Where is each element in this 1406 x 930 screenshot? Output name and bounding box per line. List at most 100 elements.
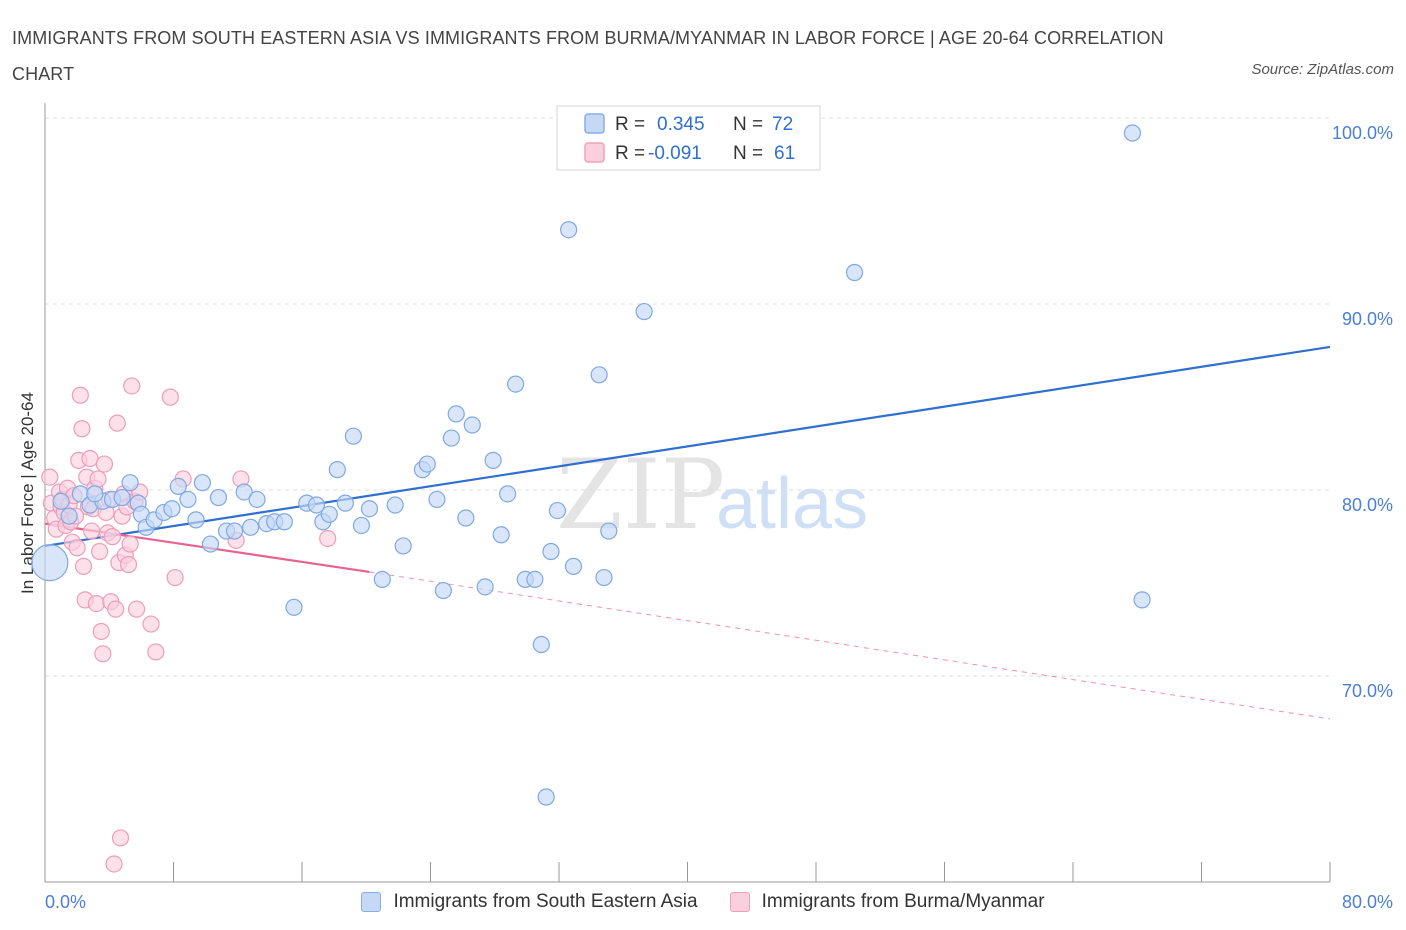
point-sea <box>163 500 181 518</box>
point-sea <box>418 455 436 473</box>
point-sea <box>344 427 362 445</box>
y-tick-label: 100.0% <box>1332 123 1393 143</box>
point-burma <box>74 557 93 575</box>
point-sea <box>526 570 544 589</box>
legend-swatch-burma <box>729 892 750 912</box>
point-sea <box>373 570 391 589</box>
point-sea <box>187 511 205 529</box>
point-burma <box>71 386 89 404</box>
point-sea <box>434 581 452 600</box>
watermark-zip: ZIP <box>556 439 725 551</box>
point-sea <box>447 405 465 423</box>
y-tick-label: 70.0% <box>1342 681 1393 701</box>
point-sea <box>235 483 253 501</box>
point-sea <box>428 490 446 509</box>
grid-lines <box>45 117 1330 677</box>
point-burma <box>103 528 122 546</box>
point-burma <box>319 529 337 548</box>
watermark-atlas: atlas <box>716 464 868 544</box>
source-label: Source: ZipAtlas.com <box>1251 61 1394 78</box>
point-sea <box>86 485 104 503</box>
point-sea <box>845 263 864 282</box>
point-sea <box>386 496 404 514</box>
legend-label-sea: Immigrants from South Eastern Asia <box>393 891 698 912</box>
point-sea <box>1123 124 1142 142</box>
point-sea <box>492 526 510 544</box>
point-sea <box>484 451 502 469</box>
point-sea <box>242 518 260 536</box>
legend-label-burma: Immigrants from Burma/Myanmar <box>761 891 1045 912</box>
point-sea <box>248 490 266 509</box>
chart-title: IMMIGRANTS FROM SOUTH EASTERN ASIA VS IM… <box>12 28 1164 84</box>
point-burma <box>89 470 107 488</box>
trend-line-burma-extended <box>369 571 1331 720</box>
point-sea <box>595 568 613 587</box>
point-burma <box>147 643 165 661</box>
point-sea <box>542 542 560 561</box>
point-sea <box>179 490 197 509</box>
legend-swatch-sea <box>361 892 382 912</box>
point-burma <box>127 600 146 618</box>
point-sea <box>537 788 555 806</box>
point-sea <box>590 366 608 384</box>
point-sea <box>560 221 578 239</box>
point-sea <box>60 507 78 525</box>
point-sea <box>600 522 618 540</box>
point-burma <box>91 542 109 561</box>
point-burma <box>95 455 114 473</box>
point-sea <box>307 496 326 514</box>
legend-top: R = 0.345 N = 72 R = -0.091 N = 61 <box>556 105 821 171</box>
point-burma <box>105 855 123 873</box>
point-sea <box>1133 591 1151 609</box>
point-burma <box>87 594 106 613</box>
point-sea <box>499 485 517 503</box>
point-burma <box>123 377 141 395</box>
y-axis-label: In Labor Force | Age 20-64 <box>18 392 37 594</box>
point-sea <box>476 578 494 596</box>
legend-top-n-value-2: 61 <box>774 143 795 164</box>
point-sea <box>336 494 354 512</box>
point-burma <box>73 420 91 438</box>
point-sea <box>548 501 566 520</box>
point-sea <box>532 635 550 654</box>
point-burma <box>111 829 130 847</box>
y-tick-label: 80.0% <box>1342 495 1393 515</box>
point-sea <box>463 416 481 434</box>
point-burma <box>68 539 86 557</box>
point-sea <box>169 477 187 495</box>
point-sea <box>113 488 131 507</box>
legend-item-burma: Immigrants from Burma/Myanmar <box>729 888 1045 916</box>
point-sea <box>121 474 139 492</box>
point-sea <box>275 513 293 531</box>
point-burma <box>108 414 126 432</box>
point-sea <box>442 429 460 447</box>
point-sea <box>209 488 228 507</box>
point-sea <box>394 537 412 555</box>
legend-top-r-value-1: 0.345 <box>657 114 705 135</box>
point-sea <box>328 461 346 479</box>
y-tick-label: 90.0% <box>1342 309 1393 329</box>
legend-top-r-label-1: R = <box>615 114 645 135</box>
point-sea <box>564 557 583 575</box>
legend-top-swatch-blue <box>584 113 605 134</box>
legend-bottom: Immigrants from South Eastern Asia Immig… <box>0 888 1406 916</box>
point-burma <box>121 535 139 553</box>
point-burma <box>82 522 101 540</box>
legend-top-r-label-2: R = <box>615 143 645 164</box>
series-sea-points <box>31 124 1151 806</box>
point-sea-large <box>31 544 69 582</box>
point-sea <box>507 375 525 393</box>
point-burma <box>166 568 184 587</box>
point-burma <box>142 615 160 633</box>
point-sea <box>52 492 70 510</box>
point-sea <box>193 474 212 492</box>
legend-item-sea: Immigrants from South Eastern Asia <box>361 888 698 916</box>
point-burma <box>94 645 112 663</box>
point-sea <box>320 505 338 523</box>
legend-top-n-label-1: N = <box>733 114 763 135</box>
point-burma <box>92 622 110 641</box>
point-burma <box>107 600 125 618</box>
point-burma <box>119 555 138 574</box>
x-tick-label-max: 80.0% <box>1342 892 1393 912</box>
legend-top-r-value-2: -0.091 <box>648 143 702 164</box>
